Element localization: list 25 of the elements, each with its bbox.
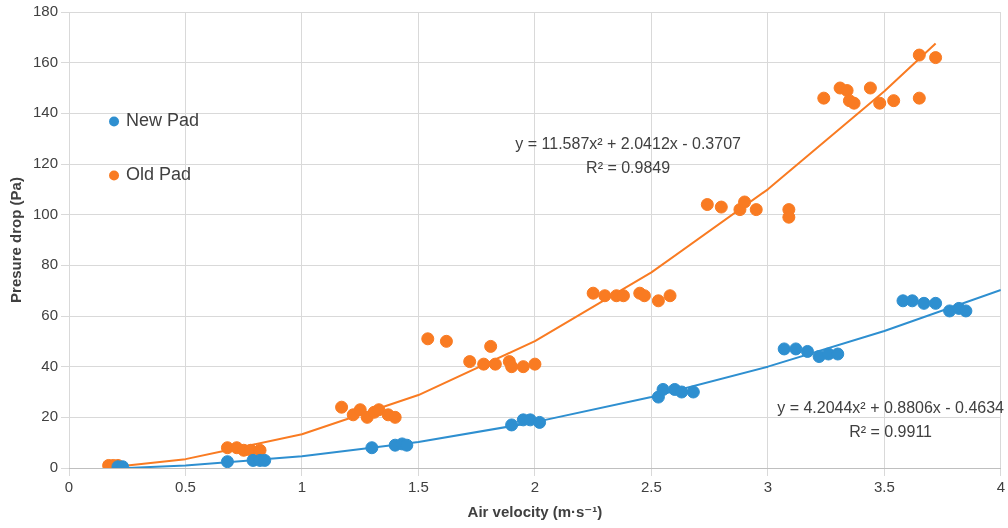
y-tick-label: 80 [41, 255, 59, 273]
y-tick-label: 160 [33, 52, 59, 70]
y-tick-label: 40 [41, 356, 59, 374]
y-tick-label: 60 [41, 306, 59, 324]
y-axis-title: Presure drop (Pa) [7, 177, 25, 303]
y-tick-label: 140 [33, 103, 59, 121]
x-tick-label: 3 [763, 478, 773, 496]
legend-label: Old Pad [126, 164, 192, 185]
y-tick-label: 100 [33, 204, 59, 222]
y-tick-label: 20 [41, 407, 59, 425]
x-tick-label: 3.5 [873, 478, 895, 496]
x-tick-label: 2.5 [640, 478, 662, 496]
x-tick-label: 1.5 [408, 478, 429, 496]
annotation: y = 4.2044x² + 0.8806x - 0.4634 R² = 0.9911 [777, 399, 1005, 441]
x-tick-label: 0 [64, 478, 74, 496]
x-tick-label: 0.5 [175, 478, 196, 496]
legend-label: New Pad [126, 110, 200, 131]
y-tick-label: 180 [33, 2, 59, 20]
y-tick-label: 0 [49, 458, 59, 476]
x-axis-title: Air velocity (m·s⁻¹) [467, 503, 603, 521]
annotation: y = 11.587x² + 2.0412x - 0.3707 R² = 0.9849 [515, 134, 742, 176]
x-tick-label: 1 [297, 478, 307, 496]
x-tick-label: 2 [530, 478, 540, 496]
y-tick-label: 120 [33, 154, 59, 172]
x-tick-label: 4 [996, 478, 1005, 496]
